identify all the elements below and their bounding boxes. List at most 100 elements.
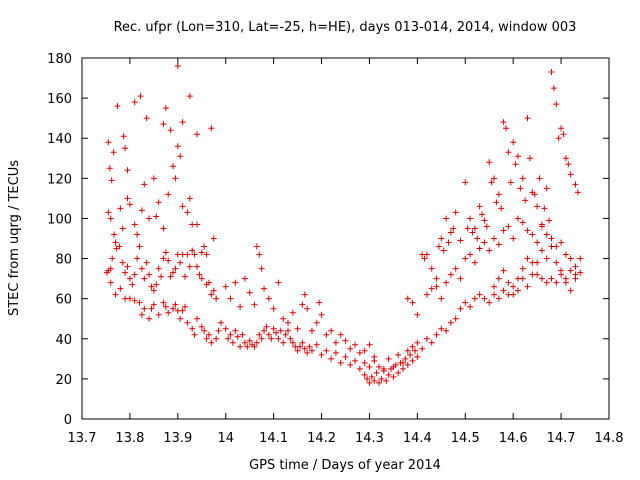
data-point xyxy=(479,211,486,218)
data-point xyxy=(512,161,519,168)
data-point xyxy=(106,165,113,172)
data-point xyxy=(452,265,459,272)
data-point xyxy=(229,339,236,346)
data-point xyxy=(153,281,160,288)
data-point xyxy=(131,221,138,228)
data-point xyxy=(474,235,481,242)
data-point xyxy=(299,301,306,308)
data-point xyxy=(323,347,330,354)
data-point xyxy=(299,339,306,346)
data-point xyxy=(481,217,488,224)
data-point xyxy=(182,303,189,310)
data-point xyxy=(543,231,550,238)
data-point xyxy=(116,243,123,250)
data-point xyxy=(308,327,315,334)
data-point xyxy=(222,283,229,290)
data-point xyxy=(366,379,373,386)
data-point xyxy=(567,171,574,178)
data-point xyxy=(120,133,127,140)
data-point xyxy=(316,299,323,306)
data-point xyxy=(399,359,406,366)
data-point xyxy=(462,299,469,306)
x-tick-label: 14.8 xyxy=(595,431,624,446)
data-point xyxy=(510,291,517,298)
data-point xyxy=(378,375,385,382)
data-point xyxy=(124,263,131,270)
data-point xyxy=(167,273,174,280)
data-point xyxy=(107,265,114,272)
data-point xyxy=(538,223,545,230)
data-point xyxy=(395,369,402,376)
data-point xyxy=(208,125,215,132)
plot-frame xyxy=(81,57,610,420)
data-point xyxy=(289,309,296,316)
data-point xyxy=(232,279,239,286)
data-point xyxy=(177,315,184,322)
data-point xyxy=(574,189,581,196)
data-point xyxy=(318,311,325,318)
data-point xyxy=(261,327,268,334)
data-point xyxy=(337,331,344,338)
data-point xyxy=(189,325,196,332)
data-point xyxy=(428,339,435,346)
data-point xyxy=(498,205,505,212)
data-point xyxy=(488,179,495,186)
data-point xyxy=(555,135,562,142)
data-point xyxy=(323,331,330,338)
data-point xyxy=(138,265,145,272)
data-point xyxy=(445,239,452,246)
data-point xyxy=(136,299,143,306)
y-tick-label: 120 xyxy=(47,172,72,187)
data-point xyxy=(493,199,500,206)
data-point xyxy=(308,347,315,354)
data-point xyxy=(268,335,275,342)
data-point xyxy=(419,345,426,352)
data-point xyxy=(137,93,144,100)
data-point xyxy=(376,363,383,370)
data-point xyxy=(385,355,392,362)
data-point xyxy=(383,377,390,384)
data-point xyxy=(273,329,280,336)
data-point xyxy=(457,237,464,244)
data-point xyxy=(258,265,265,272)
data-point xyxy=(409,343,416,350)
data-point xyxy=(447,229,454,236)
data-point xyxy=(550,85,557,92)
data-point xyxy=(119,259,126,266)
data-point xyxy=(577,269,584,276)
data-point xyxy=(538,247,545,254)
chart-title: Rec. ufpr (Lon=310, Lat=-25, h=HE), days… xyxy=(114,20,577,35)
data-point xyxy=(198,275,205,282)
data-point xyxy=(138,207,145,214)
data-point xyxy=(560,131,567,138)
data-point xyxy=(208,291,215,298)
data-point xyxy=(534,239,541,246)
data-point xyxy=(167,127,174,134)
data-point xyxy=(193,315,200,322)
data-point xyxy=(112,291,119,298)
data-point xyxy=(304,349,311,356)
data-point xyxy=(203,251,210,258)
data-point xyxy=(447,319,454,326)
data-point xyxy=(471,225,478,232)
data-point xyxy=(414,311,421,318)
data-point xyxy=(313,319,320,326)
data-point xyxy=(462,255,469,262)
data-point xyxy=(136,243,143,250)
data-point xyxy=(524,227,531,234)
data-point xyxy=(481,295,488,302)
data-point xyxy=(440,247,447,254)
data-point xyxy=(131,99,138,106)
data-point xyxy=(450,225,457,232)
data-point xyxy=(205,331,212,338)
data-point xyxy=(301,345,308,352)
y-axis-label: STEC from uqrg / TECUs xyxy=(7,160,22,316)
data-point xyxy=(114,103,121,110)
data-point xyxy=(361,347,368,354)
data-point xyxy=(110,149,117,156)
data-point xyxy=(126,275,133,282)
data-point xyxy=(529,231,536,238)
data-point xyxy=(155,265,162,272)
y-tick-label: 160 xyxy=(47,92,72,107)
